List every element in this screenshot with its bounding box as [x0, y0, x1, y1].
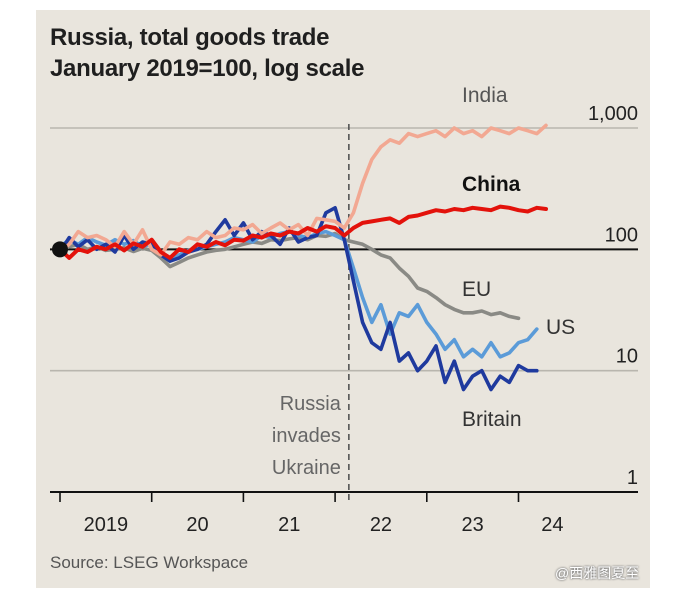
series-label-us: US [546, 316, 575, 339]
series-label-china: China [462, 173, 521, 196]
series-line-china [58, 204, 548, 260]
series-label-britain: Britain [462, 408, 522, 431]
x-tick-label: 22 [370, 514, 392, 536]
watermark: @西雅图夏至 [555, 565, 640, 581]
start-point-marker [52, 241, 68, 258]
x-tick-label: 21 [278, 514, 300, 536]
y-tick-label: 100 [605, 224, 638, 246]
y-tick-label: 1,000 [588, 103, 638, 125]
y-tick-label: 1 [627, 467, 638, 489]
x-tick-label: 2019 [84, 514, 129, 536]
series-label-india: India [462, 84, 508, 107]
chart-title: Russia, total goods trade [50, 24, 330, 51]
annotation-text: Russia [280, 393, 342, 415]
x-tick-label: 24 [541, 514, 563, 536]
x-tick-label: 20 [186, 514, 208, 536]
series-line-eu [58, 231, 521, 321]
chart-subtitle: January 2019=100, log scale [50, 55, 365, 82]
source-note: Source: LSEG Workspace [50, 553, 249, 572]
annotation-text: invades [272, 425, 341, 447]
series-label-eu: EU [462, 278, 491, 301]
chart-title-block: Russia, total goods trade January 2019=1… [50, 22, 364, 84]
annotation-text: Ukraine [272, 457, 341, 479]
y-tick-label: 10 [616, 346, 638, 368]
x-tick-label: 23 [462, 514, 484, 536]
